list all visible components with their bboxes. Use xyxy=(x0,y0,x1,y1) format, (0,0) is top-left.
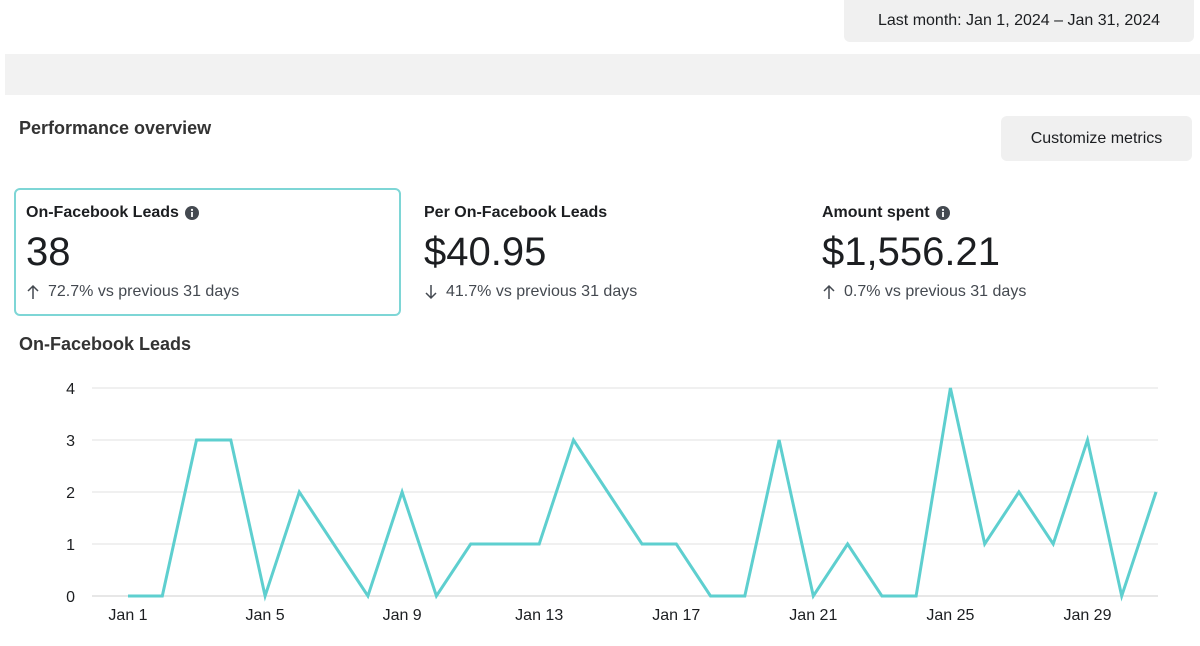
data-point[interactable] xyxy=(364,592,372,600)
x-tick-label: Jan 9 xyxy=(383,607,422,624)
data-point[interactable] xyxy=(569,436,577,444)
data-point[interactable] xyxy=(261,592,269,600)
metric-change-text: 41.7% vs previous 31 days xyxy=(446,283,638,300)
x-tick-label: Jan 21 xyxy=(789,607,837,624)
metric-label: On-Facebook Leads xyxy=(26,204,179,221)
arrow-up-icon xyxy=(823,284,835,299)
metric-value: $40.95 xyxy=(424,230,547,274)
data-point[interactable] xyxy=(124,592,132,600)
data-point[interactable] xyxy=(775,436,783,444)
data-point[interactable] xyxy=(330,540,338,548)
y-tick-label: 0 xyxy=(66,589,75,606)
x-tick-label: Jan 29 xyxy=(1063,607,1111,624)
data-point[interactable] xyxy=(535,540,543,548)
date-range-label: Last month: Jan 1, 2024 – Jan 31, 2024 xyxy=(878,12,1160,29)
chart-title: On-Facebook Leads xyxy=(19,334,192,354)
metric-card-cost-per-lead[interactable]: Per On-Facebook Leads $40.95 41.7% vs pr… xyxy=(412,188,797,316)
metric-card-amount-spent[interactable]: Amount spent $1,556.21 0.7% vs previous … xyxy=(810,188,1195,316)
toolbar-band xyxy=(5,54,1200,95)
data-point[interactable] xyxy=(672,540,680,548)
date-range-selector[interactable]: Last month: Jan 1, 2024 – Jan 31, 2024 xyxy=(844,0,1194,42)
data-point[interactable] xyxy=(1083,436,1091,444)
data-point[interactable] xyxy=(295,488,303,496)
data-point[interactable] xyxy=(193,436,201,444)
data-point[interactable] xyxy=(707,592,715,600)
arrow-down-icon xyxy=(425,285,437,300)
data-point[interactable] xyxy=(501,540,509,548)
data-point[interactable] xyxy=(638,540,646,548)
y-tick-label: 2 xyxy=(66,485,75,502)
data-point[interactable] xyxy=(604,488,612,496)
data-point[interactable] xyxy=(946,384,954,392)
data-point[interactable] xyxy=(1118,592,1126,600)
x-tick-label: Jan 17 xyxy=(652,607,700,624)
metric-value: 38 xyxy=(26,230,71,274)
metric-label: Per On-Facebook Leads xyxy=(424,204,608,221)
data-point[interactable] xyxy=(912,592,920,600)
data-point[interactable] xyxy=(844,540,852,548)
y-tick-label: 1 xyxy=(66,537,75,554)
leads-line-chart: 0 1 2 3 4 Jan 1 Jan 5 Jan 9 Jan 13 Jan 17 Jan 21 Ja… xyxy=(66,381,1160,624)
data-point[interactable] xyxy=(809,592,817,600)
x-tick-label: Jan 25 xyxy=(926,607,974,624)
y-tick-label: 4 xyxy=(66,381,75,398)
data-point[interactable] xyxy=(467,540,475,548)
metric-label: Amount spent xyxy=(822,204,930,221)
info-icon[interactable] xyxy=(935,206,950,220)
data-point[interactable] xyxy=(981,540,989,548)
x-tick-label: Jan 1 xyxy=(108,607,147,624)
data-point[interactable] xyxy=(432,592,440,600)
customize-metrics-button[interactable]: Customize metrics xyxy=(1001,116,1192,161)
series-line-leads xyxy=(128,387,1158,602)
data-point[interactable] xyxy=(741,592,749,600)
arrow-up-icon xyxy=(27,284,39,299)
data-point[interactable] xyxy=(1049,540,1057,548)
metric-change-text: 72.7% vs previous 31 days xyxy=(48,283,240,300)
data-point[interactable] xyxy=(158,592,166,600)
data-point[interactable] xyxy=(878,592,886,600)
metric-card-leads[interactable]: On-Facebook Leads 38 72.7% vs previous 3… xyxy=(14,188,401,316)
section-title: Performance overview xyxy=(19,118,212,138)
info-icon[interactable] xyxy=(184,206,199,220)
data-point[interactable] xyxy=(1152,488,1160,496)
x-tick-label: Jan 5 xyxy=(245,607,284,624)
y-tick-label: 3 xyxy=(66,433,75,450)
metric-change-text: 0.7% vs previous 31 days xyxy=(844,283,1027,300)
x-tick-label: Jan 13 xyxy=(515,607,563,624)
data-point[interactable] xyxy=(1015,488,1023,496)
data-point[interactable] xyxy=(398,488,406,496)
metric-value: $1,556.21 xyxy=(822,230,1000,274)
data-point[interactable] xyxy=(227,436,235,444)
